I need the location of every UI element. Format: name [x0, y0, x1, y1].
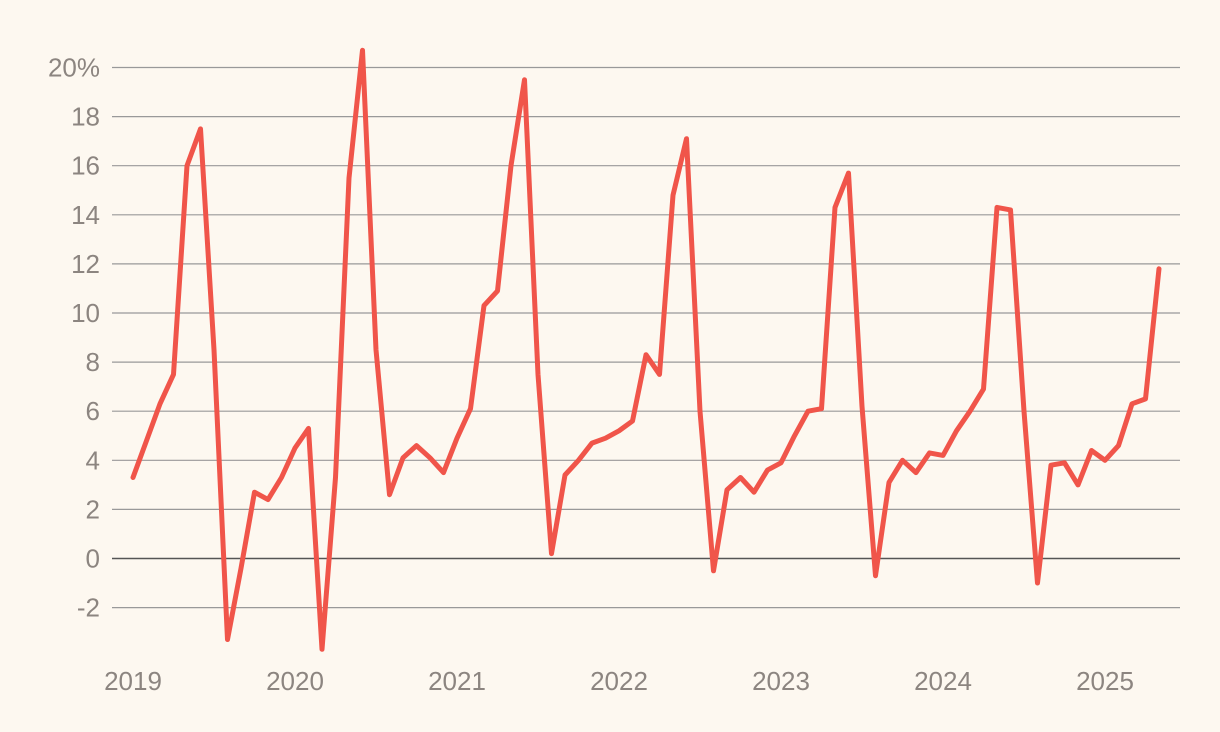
- y-tick-label: 14: [71, 200, 100, 230]
- y-tick-label: 20%: [48, 53, 100, 83]
- y-tick-label: 0: [86, 544, 100, 574]
- x-tick-label: 2023: [752, 666, 810, 696]
- y-tick-label: 18: [71, 102, 100, 132]
- y-tick-label: 6: [86, 396, 100, 426]
- x-tick-label: 2020: [266, 666, 324, 696]
- y-tick-label: -2: [77, 593, 100, 623]
- x-tick-label: 2019: [104, 666, 162, 696]
- y-tick-label: 12: [71, 249, 100, 279]
- series-layer: [130, 47, 1162, 652]
- y-axis-tick-labels: 20% 18 16 14 12 10 8 6 4 2 0 -2: [48, 53, 100, 623]
- y-tick-label: 4: [86, 445, 100, 475]
- x-tick-label: 2025: [1076, 666, 1134, 696]
- x-tick-label: 2021: [428, 666, 486, 696]
- gridlines: [112, 66, 1180, 609]
- series-line-0: [130, 47, 1162, 652]
- y-tick-label: 10: [71, 298, 100, 328]
- x-axis-tick-labels: 2019 2020 2021 2022 2023 2024 2025: [104, 666, 1134, 696]
- x-tick-label: 2024: [914, 666, 972, 696]
- y-tick-label: 16: [71, 151, 100, 181]
- y-tick-label: 2: [86, 494, 100, 524]
- x-tick-label: 2022: [590, 666, 648, 696]
- y-tick-label: 8: [86, 347, 100, 377]
